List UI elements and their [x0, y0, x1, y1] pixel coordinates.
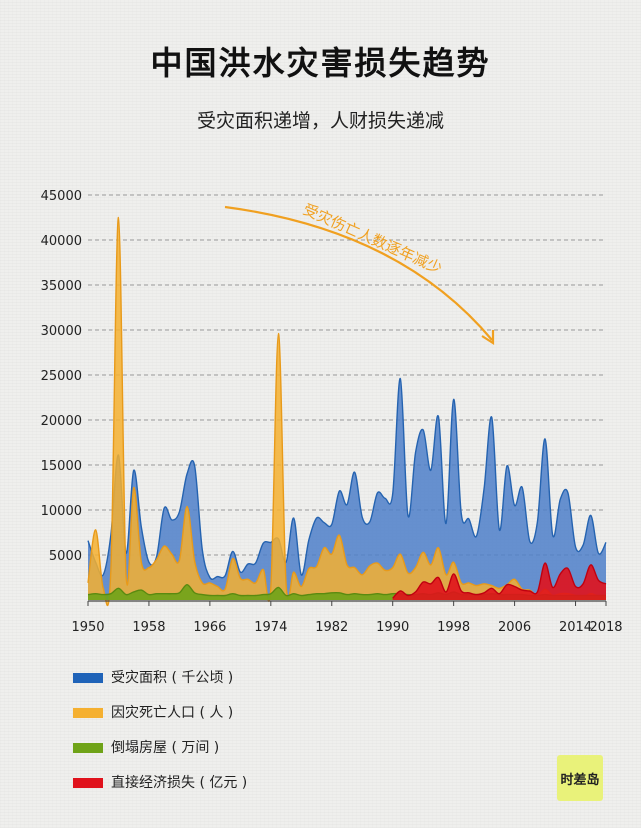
series-area-3 — [392, 563, 606, 600]
brand-logo: 时差岛 — [557, 755, 603, 801]
y-tick-label: 40000 — [41, 234, 82, 249]
legend-label: 直接经济损失 ( 亿元 ) — [111, 775, 248, 791]
y-tick-label: 20000 — [41, 414, 82, 429]
series-line-1 — [87, 216, 607, 607]
y-tick-label: 15000 — [41, 459, 82, 474]
x-tick-label: 2014 — [559, 620, 592, 635]
x-tick-label: 2018 — [589, 620, 622, 635]
series-line-3 — [392, 562, 607, 599]
legend-swatch — [73, 778, 103, 788]
trend-arrow — [224, 205, 493, 341]
x-tick-label: 2006 — [498, 620, 531, 635]
legend-label: 受灾面积 ( 千公顷 ) — [111, 670, 234, 686]
trend-annotation: 受灾伤亡人数逐年减少 — [300, 200, 444, 277]
y-tick-label: 35000 — [41, 279, 82, 294]
y-tick-label: 10000 — [41, 504, 82, 519]
x-tick-label: 1990 — [376, 620, 409, 635]
x-tick-label: 1950 — [71, 620, 104, 635]
legend-item: 直接经济损失 ( 亿元 ) — [73, 773, 333, 793]
page-title: 中国洪水灾害损失趋势 — [150, 44, 491, 82]
x-tick-label: 1974 — [254, 620, 287, 635]
legend-label: 因灾死亡人口 ( 人 ) — [111, 705, 234, 721]
legend-item: 因灾死亡人口 ( 人 ) — [73, 703, 333, 723]
page-subtitle: 受灾面积递增，人财损失递减 — [196, 110, 444, 132]
x-tick-label: 1982 — [315, 620, 348, 635]
legend-swatch — [73, 708, 103, 718]
legend-item: 受灾面积 ( 千公顷 ) — [73, 668, 333, 688]
x-tick-label: 1966 — [193, 620, 226, 635]
series-line-0 — [87, 377, 607, 580]
legend-swatch — [73, 743, 103, 753]
legend-label: 倒塌房屋 ( 万间 ) — [111, 740, 220, 756]
y-tick-label: 45000 — [41, 189, 82, 204]
x-tick-label: 1958 — [132, 620, 165, 635]
y-tick-label: 30000 — [41, 324, 82, 339]
series-area-0 — [88, 378, 606, 600]
y-tick-label: 25000 — [41, 369, 82, 384]
y-tick-label: 5000 — [49, 549, 82, 564]
flood-loss-chart: 5000 10000 15000 20000 25000 30000 35000 40000 4… — [41, 189, 623, 635]
x-tick-label: 1998 — [437, 620, 470, 635]
series-area-1 — [88, 217, 606, 606]
legend-swatch — [73, 673, 103, 683]
legend-item: 倒塌房屋 ( 万间 ) — [73, 738, 333, 758]
trend-arrow-head — [481, 330, 495, 346]
